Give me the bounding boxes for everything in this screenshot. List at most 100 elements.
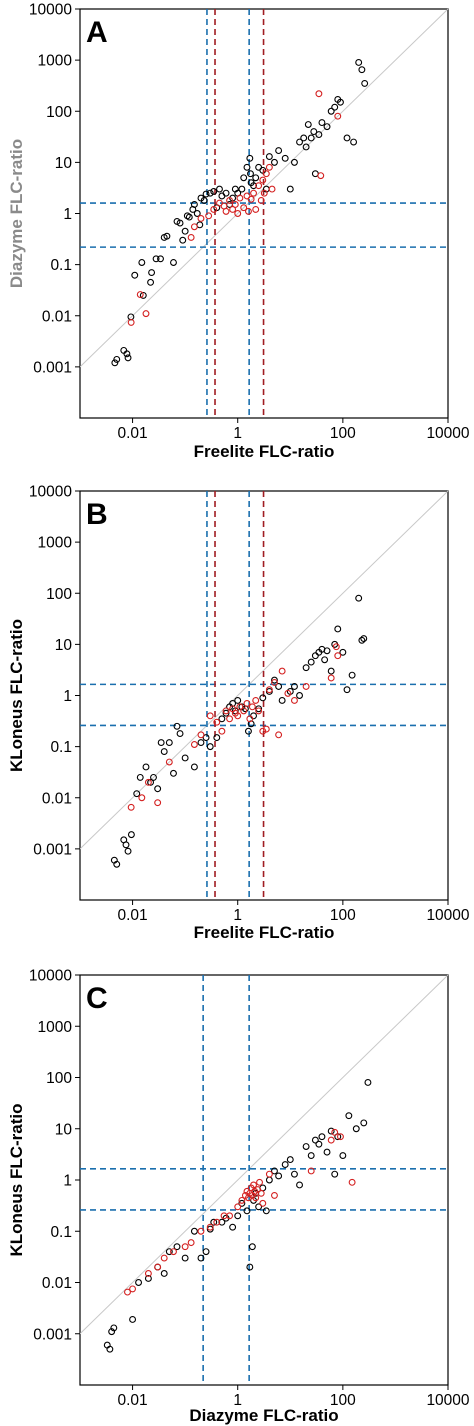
black-point	[210, 187, 218, 195]
red-point	[317, 172, 325, 180]
black-point	[296, 692, 303, 699]
black-point	[181, 754, 189, 762]
black-point	[123, 350, 131, 358]
red-point	[236, 194, 244, 202]
black-point	[247, 170, 254, 178]
red-point	[243, 699, 251, 707]
black-point	[202, 1248, 210, 1256]
black-point	[216, 185, 223, 193]
red-point	[197, 1227, 205, 1235]
black-point	[238, 1199, 246, 1207]
black-point	[165, 1248, 173, 1256]
black-point	[331, 1170, 339, 1178]
red-point	[259, 727, 267, 735]
black-point	[334, 625, 342, 633]
black-point	[111, 359, 119, 367]
black-point	[144, 1274, 152, 1282]
y-tick-label: 10000	[29, 484, 72, 501]
black-point	[361, 79, 369, 87]
y-tick-label: 0.001	[33, 359, 72, 376]
red-point	[265, 163, 273, 171]
y-tick-label: 100	[46, 1070, 72, 1087]
red-point	[187, 234, 195, 241]
y-tick-label: 1000	[38, 535, 73, 552]
black-point	[179, 236, 187, 244]
black-point	[290, 683, 298, 690]
black-point	[358, 66, 366, 74]
red-point	[226, 715, 234, 723]
red-point	[257, 196, 265, 204]
black-point	[275, 147, 283, 155]
black-point	[139, 291, 147, 299]
black-point	[355, 594, 363, 602]
black-point	[278, 697, 286, 704]
red-point	[247, 195, 255, 203]
black-point	[360, 635, 368, 642]
black-point	[327, 667, 335, 675]
red-point	[246, 715, 254, 723]
y-axis-label: Diazyme FLC-ratio	[7, 139, 26, 288]
x-tick-label: 100	[330, 425, 356, 442]
black-point	[259, 694, 267, 702]
panel-a: A 0.01 1 100 10000 0.001 0.01 0.1 1 10 100 1000 100…	[7, 2, 470, 462]
black-point	[176, 219, 184, 227]
black-point	[200, 196, 208, 204]
red-point	[278, 667, 286, 675]
y-tick-label: 10	[55, 1121, 73, 1138]
black-point	[290, 158, 298, 166]
y-tick-label: 0.01	[42, 790, 72, 807]
black-point	[210, 1218, 218, 1226]
x-tick-label: 1	[233, 425, 242, 442]
black-point	[364, 1079, 372, 1086]
identity-line	[79, 974, 449, 1335]
black-point	[271, 1167, 278, 1175]
red-point	[154, 1263, 162, 1271]
black-point	[124, 847, 132, 855]
red-point	[255, 707, 263, 715]
red-point	[252, 1194, 260, 1202]
black-point	[133, 790, 141, 798]
black-point	[307, 658, 315, 666]
red-point	[213, 1218, 221, 1226]
red-point	[348, 1178, 356, 1186]
x-tick-label: 10000	[426, 1392, 469, 1409]
black-point	[218, 715, 226, 723]
black-point	[327, 107, 335, 115]
red-point	[218, 727, 226, 735]
red-point	[250, 189, 257, 197]
black-point	[275, 683, 283, 690]
red-point	[234, 712, 242, 720]
black-point	[318, 1133, 326, 1141]
red-point	[302, 683, 310, 690]
black-point	[271, 676, 278, 684]
black-point	[259, 166, 267, 174]
black-point	[243, 163, 251, 171]
black-point	[157, 739, 165, 747]
red-point	[226, 1212, 234, 1220]
red-point	[262, 725, 270, 733]
black-point	[222, 709, 230, 717]
red-point	[243, 192, 251, 200]
red-point	[144, 778, 152, 786]
red-point	[231, 201, 239, 208]
black-point	[315, 1140, 323, 1148]
plot-frame	[79, 974, 449, 1386]
y-tick-label: 100	[46, 104, 72, 121]
black-point	[247, 720, 255, 728]
black-point	[154, 785, 162, 793]
y-tick-label: 1000	[38, 1019, 73, 1036]
x-tick-label: 0.01	[117, 1392, 147, 1409]
x-axis-label: Diazyme FLC-ratio	[189, 1406, 338, 1425]
red-point	[257, 1189, 265, 1197]
red-point	[334, 652, 342, 660]
y-axis-label: KLoneus FLC-ratio	[7, 619, 26, 772]
black-point	[206, 743, 214, 751]
y-tick-label: 1000	[38, 53, 73, 70]
red-point	[124, 1288, 131, 1296]
black-point	[348, 671, 356, 679]
x-tick-label: 0.01	[117, 425, 147, 442]
red-point	[331, 1128, 339, 1136]
black-point	[331, 103, 339, 111]
black-point	[229, 1223, 237, 1231]
